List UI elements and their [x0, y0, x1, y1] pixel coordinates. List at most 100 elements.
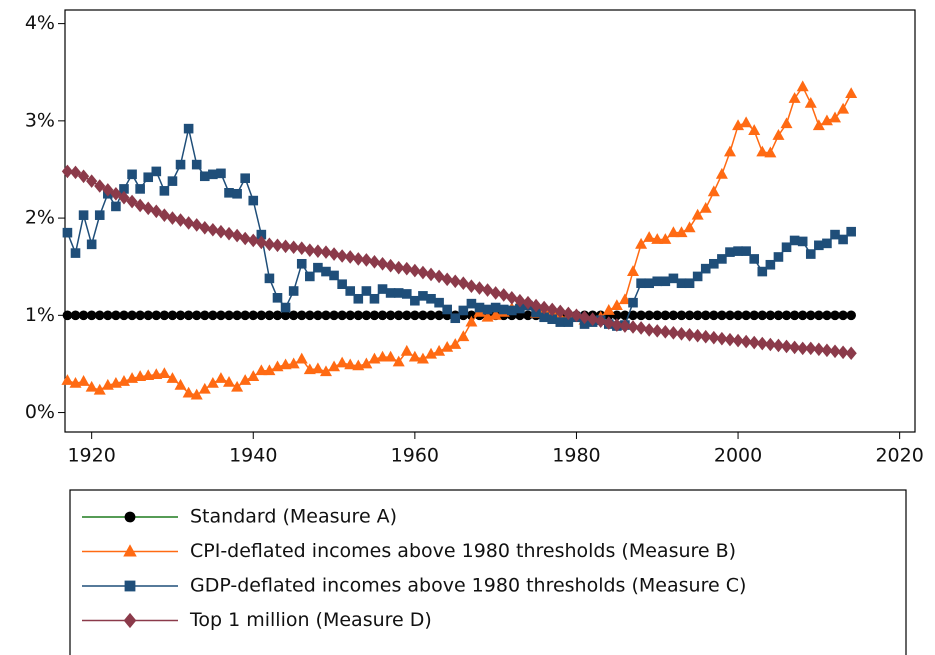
marker — [216, 168, 226, 179]
marker — [135, 310, 145, 321]
legend-label: Top 1 million (Measure D) — [189, 609, 432, 631]
marker — [789, 310, 800, 321]
marker — [636, 278, 646, 289]
y-tick-label: 4% — [25, 12, 55, 34]
marker — [85, 380, 98, 392]
marker — [158, 367, 171, 379]
marker — [337, 279, 347, 290]
marker — [458, 305, 469, 316]
marker — [741, 246, 751, 256]
marker — [587, 312, 599, 327]
marker — [353, 310, 364, 321]
marker — [385, 288, 396, 298]
marker — [635, 321, 647, 335]
marker — [385, 258, 397, 273]
marker — [838, 234, 848, 245]
marker — [150, 368, 163, 380]
marker — [578, 310, 591, 325]
marker — [117, 375, 130, 386]
marker — [829, 344, 841, 359]
marker — [740, 116, 753, 128]
marker — [668, 310, 679, 321]
marker — [498, 288, 510, 302]
marker — [683, 327, 696, 342]
marker — [756, 145, 769, 157]
marker — [780, 117, 793, 129]
series-line — [66, 128, 852, 327]
marker — [248, 310, 259, 321]
marker — [183, 123, 194, 134]
marker — [781, 242, 792, 253]
marker — [450, 313, 461, 324]
x-tick-label: 1960 — [391, 445, 439, 467]
marker — [417, 265, 429, 280]
marker — [344, 250, 356, 264]
marker — [846, 310, 856, 321]
marker — [805, 341, 817, 356]
legend-label: Standard (Measure A) — [190, 506, 397, 528]
marker — [77, 169, 90, 184]
marker — [361, 286, 372, 296]
marker — [401, 261, 413, 276]
x-tick-label: 1940 — [229, 445, 277, 467]
marker — [305, 271, 315, 282]
marker — [151, 310, 162, 321]
marker — [676, 278, 687, 289]
marker — [408, 350, 421, 362]
marker — [830, 229, 840, 240]
marker — [135, 184, 145, 194]
marker — [280, 302, 291, 313]
marker — [652, 276, 663, 287]
marker — [555, 317, 566, 327]
marker — [700, 310, 711, 321]
marker — [126, 194, 138, 209]
marker — [103, 310, 113, 321]
marker — [441, 341, 454, 352]
marker — [449, 274, 461, 289]
marker — [86, 174, 98, 188]
marker — [272, 293, 283, 303]
marker — [393, 260, 405, 275]
marker — [94, 210, 105, 220]
marker — [756, 336, 768, 351]
marker — [239, 231, 251, 246]
marker — [255, 235, 267, 250]
marker — [61, 374, 74, 385]
marker — [328, 247, 340, 261]
marker — [668, 273, 679, 284]
marker — [240, 310, 250, 321]
marker — [733, 310, 743, 321]
marker — [127, 169, 137, 180]
marker — [715, 167, 728, 179]
marker — [562, 306, 574, 321]
marker — [684, 310, 695, 321]
marker — [272, 310, 283, 321]
legend-label: GDP-deflated incomes above 1980 threshol… — [190, 575, 746, 597]
marker — [709, 258, 719, 269]
marker — [111, 201, 121, 212]
marker — [377, 310, 388, 321]
marker — [345, 286, 356, 296]
marker — [207, 222, 219, 237]
marker — [723, 145, 736, 157]
marker — [361, 310, 372, 321]
y-tick-label: 3% — [25, 109, 55, 131]
marker — [127, 310, 137, 321]
marker — [667, 226, 680, 238]
marker — [830, 310, 840, 321]
marker — [619, 319, 631, 333]
marker — [166, 211, 179, 225]
marker — [393, 310, 404, 321]
marker — [603, 316, 615, 330]
marker — [570, 308, 583, 323]
legend-label: CPI-deflated incomes above 1980 threshol… — [190, 540, 736, 562]
marker — [563, 317, 574, 327]
x-tick-label: 1920 — [67, 445, 115, 467]
marker — [644, 278, 654, 289]
marker — [418, 291, 428, 301]
marker — [466, 298, 477, 309]
marker — [143, 310, 154, 321]
marker — [433, 269, 445, 284]
marker — [481, 283, 494, 297]
